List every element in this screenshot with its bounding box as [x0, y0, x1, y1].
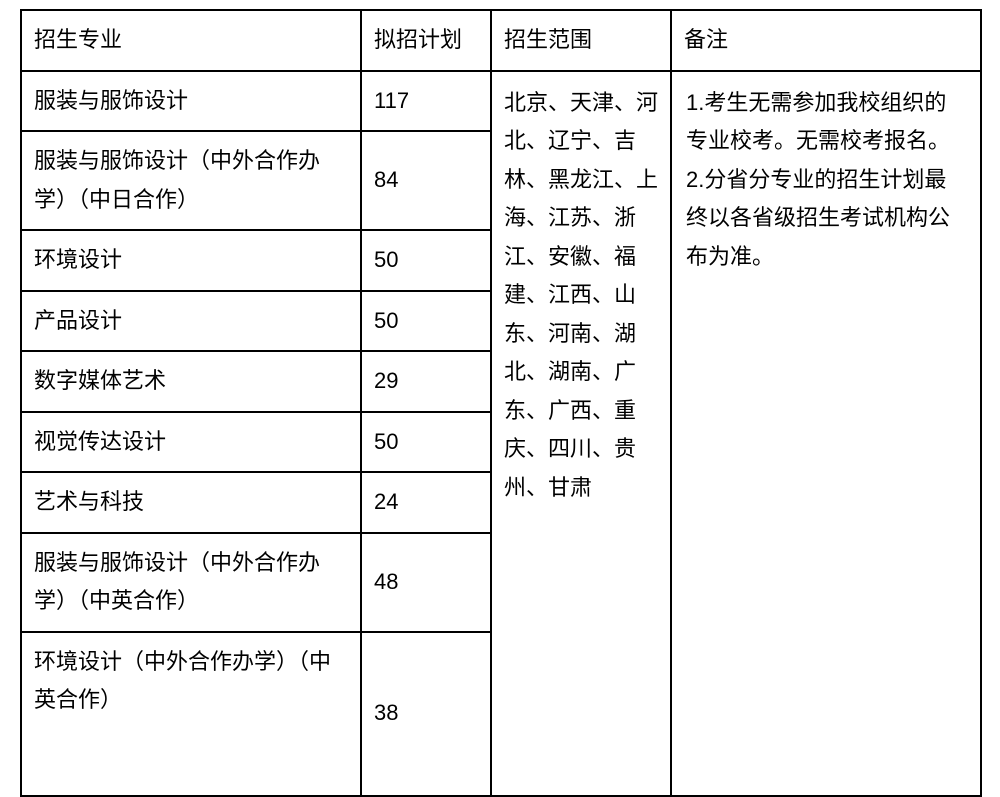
- header-plan: 拟招计划: [361, 10, 491, 71]
- header-row: 招生专业拟招计划招生范围备注: [21, 10, 981, 71]
- cell-major: 产品设计: [21, 291, 361, 352]
- cell-plan: 24: [361, 472, 491, 533]
- cell-major: 视觉传达设计: [21, 412, 361, 473]
- cell-notes: 1.考生无需参加我校组织的专业校考。无需校考报名。2.分省分专业的招生计划最终以…: [671, 71, 981, 796]
- cell-major: 服装与服饰设计: [21, 71, 361, 132]
- table-row: 服装与服饰设计117北京、天津、河北、辽宁、吉林、黑龙江、上海、江苏、浙江、安徽…: [21, 71, 981, 132]
- cell-major: 服装与服饰设计（中外合作办学）（中英合作）: [21, 533, 361, 632]
- cell-major: 环境设计（中外合作办学）（中英合作）: [21, 632, 361, 796]
- table-body: 招生专业拟招计划招生范围备注服装与服饰设计117北京、天津、河北、辽宁、吉林、黑…: [21, 10, 981, 796]
- cell-major: 数字媒体艺术: [21, 351, 361, 412]
- cell-plan: 38: [361, 632, 491, 796]
- cell-major: 艺术与科技: [21, 472, 361, 533]
- cell-plan: 117: [361, 71, 491, 132]
- admissions-table: 招生专业拟招计划招生范围备注服装与服饰设计117北京、天津、河北、辽宁、吉林、黑…: [20, 9, 982, 797]
- header-notes: 备注: [671, 10, 981, 71]
- cell-plan: 48: [361, 533, 491, 632]
- cell-major: 环境设计: [21, 230, 361, 291]
- cell-major: 服装与服饰设计（中外合作办学）（中日合作）: [21, 131, 361, 230]
- cell-scope: 北京、天津、河北、辽宁、吉林、黑龙江、上海、江苏、浙江、安徽、福建、江西、山东、…: [491, 71, 671, 796]
- header-scope: 招生范围: [491, 10, 671, 71]
- header-major: 招生专业: [21, 10, 361, 71]
- cell-plan: 29: [361, 351, 491, 412]
- cell-plan: 50: [361, 291, 491, 352]
- cell-plan: 50: [361, 412, 491, 473]
- cell-plan: 84: [361, 131, 491, 230]
- cell-plan: 50: [361, 230, 491, 291]
